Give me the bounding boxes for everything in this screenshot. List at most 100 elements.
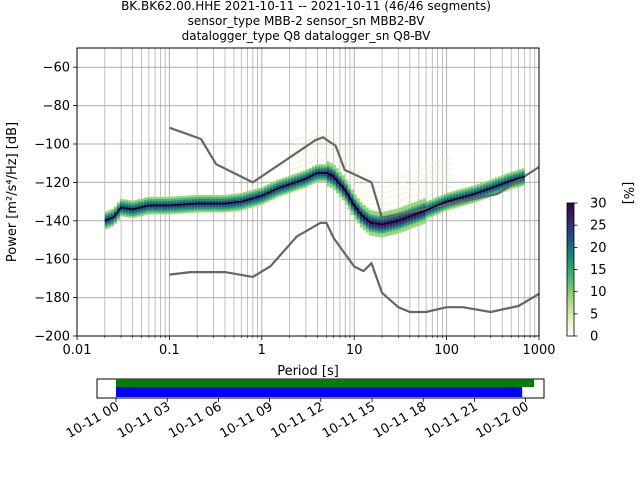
heatmap-cell xyxy=(296,176,300,179)
heatmap-cell xyxy=(359,194,363,196)
heatmap-cell xyxy=(338,171,342,174)
heatmap-cell xyxy=(473,185,477,188)
heatmap-cell xyxy=(221,196,225,200)
heatmap-cell xyxy=(317,158,321,160)
heatmap-cell xyxy=(269,198,273,201)
heatmap-cell xyxy=(137,204,141,208)
heatmap-cell xyxy=(425,210,429,213)
heatmap-cell xyxy=(293,185,297,188)
heatmap-cell xyxy=(380,210,384,212)
time-tick-label: 10-11 09 xyxy=(217,399,275,441)
heatmap-cell xyxy=(296,149,300,151)
heatmap-cell xyxy=(362,197,366,199)
heatmap-cell xyxy=(311,177,315,180)
heatmap-cell xyxy=(416,216,420,219)
heatmap-cell xyxy=(467,186,471,189)
heatmap-cell xyxy=(521,183,525,187)
heatmap-cell xyxy=(278,192,282,195)
heatmap-cell xyxy=(413,217,417,220)
heatmap-cell xyxy=(116,215,120,219)
heatmap-cell xyxy=(416,218,420,221)
heatmap-cell xyxy=(416,206,420,209)
heatmap-cell xyxy=(437,190,441,192)
heatmap-cell xyxy=(503,177,507,181)
heatmap-cell xyxy=(413,205,417,209)
heatmap-cell xyxy=(452,200,456,203)
heatmap-cell xyxy=(404,205,408,208)
heatmap-cell xyxy=(386,191,390,193)
heatmap-cell xyxy=(458,191,462,194)
heatmap-cell xyxy=(347,192,351,195)
heatmap-cell xyxy=(452,194,456,197)
heatmap-cell xyxy=(230,199,234,203)
heatmap-cell xyxy=(173,205,177,209)
heatmap-cell xyxy=(128,206,132,209)
heatmap-cell xyxy=(410,205,414,208)
heatmap-cell xyxy=(425,216,429,219)
heatmap-cell xyxy=(359,217,363,220)
heatmap-cell xyxy=(392,178,396,180)
heatmap-cell xyxy=(125,213,129,216)
heatmap-cell xyxy=(164,206,168,209)
heatmap-cell xyxy=(383,230,387,233)
heatmap-cell xyxy=(167,198,171,201)
heatmap-cell xyxy=(482,183,486,186)
heatmap-cell xyxy=(341,181,345,184)
heatmap-cell xyxy=(338,189,342,192)
heatmap-cell xyxy=(434,197,438,200)
heatmap-cell xyxy=(377,228,381,232)
heatmap-cell xyxy=(302,158,306,160)
heatmap-cell xyxy=(128,215,132,218)
heatmap-cell xyxy=(296,172,300,175)
heatmap-cell xyxy=(341,198,345,201)
heatmap-cell xyxy=(395,212,399,215)
y-tick-label: −60 xyxy=(43,61,70,76)
heatmap-cell xyxy=(392,230,396,233)
heatmap-cell xyxy=(116,206,120,209)
heatmap-cell xyxy=(326,170,330,174)
heatmap-cell xyxy=(332,134,336,136)
heatmap-cell xyxy=(407,209,411,213)
heatmap-cell xyxy=(359,219,363,222)
heatmap-cell xyxy=(350,191,354,194)
heatmap-cell xyxy=(107,223,111,226)
heatmap-cell xyxy=(275,179,279,183)
heatmap-cell xyxy=(107,219,111,223)
heatmap-cell xyxy=(425,195,429,197)
heatmap-cell xyxy=(383,213,387,216)
heatmap-cell xyxy=(134,201,138,204)
heatmap-cell xyxy=(287,189,291,192)
heatmap-cell xyxy=(305,178,309,182)
heatmap-cell xyxy=(500,177,504,180)
heatmap-cell xyxy=(497,180,501,183)
heatmap-cell xyxy=(341,144,345,146)
heatmap-cell xyxy=(404,191,408,193)
heatmap-cell xyxy=(191,204,195,207)
heatmap-cell xyxy=(503,189,507,192)
heatmap-cell xyxy=(149,206,153,209)
heatmap-cell xyxy=(311,166,315,169)
heatmap-cell xyxy=(512,186,516,189)
heatmap-cell xyxy=(398,199,402,201)
heatmap-cell xyxy=(332,151,336,153)
heatmap-cell xyxy=(509,175,513,178)
heatmap-cell xyxy=(407,173,411,175)
heatmap-cell xyxy=(368,223,372,226)
heatmap-cell xyxy=(317,173,321,176)
heatmap-cell xyxy=(134,209,138,212)
heatmap-cell xyxy=(383,180,387,182)
heatmap-cell xyxy=(404,209,408,212)
heatmap-cell xyxy=(308,144,312,146)
heatmap-cell xyxy=(257,187,261,191)
heatmap-cell xyxy=(206,198,210,201)
heatmap-cell xyxy=(374,232,378,235)
heatmap-cell xyxy=(335,137,339,139)
heatmap-cell xyxy=(188,201,192,204)
heatmap-cell xyxy=(491,182,495,185)
heatmap-cell xyxy=(347,188,351,191)
heatmap-cell xyxy=(392,218,396,222)
heatmap-cell xyxy=(326,178,330,181)
heatmap-cell xyxy=(485,182,489,185)
heatmap-cell xyxy=(335,185,339,188)
